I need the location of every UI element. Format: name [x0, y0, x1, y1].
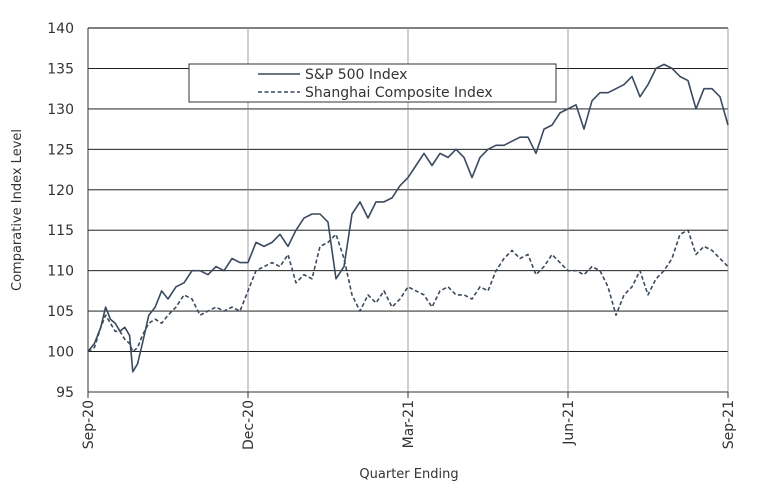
- y-axis-title: Comparative Index Level: [10, 129, 25, 291]
- x-tick-label: Dec-20: [241, 400, 257, 450]
- legend-box: [188, 63, 557, 103]
- x-tick-label: Mar-21: [401, 400, 417, 448]
- y-tick-label: 100: [47, 345, 74, 361]
- axes: 95 100 105 110 115 120 125 130 135 140 Sep-20 Dec-2…: [47, 21, 737, 450]
- x-tick-label: Sep-20: [81, 400, 97, 449]
- y-tick-label: 110: [47, 264, 74, 280]
- x-tick-label: Sep-21: [721, 400, 737, 449]
- y-tick-label: 115: [47, 223, 74, 239]
- y-tick-label: 135: [47, 61, 74, 77]
- y-tick-label: 120: [47, 183, 74, 199]
- x-axis-title: Quarter Ending: [359, 467, 458, 482]
- series-line-shanghai: [87, 229, 729, 353]
- legend-label-shanghai: Shanghai Composite Index: [305, 85, 493, 101]
- y-tick-label: 140: [47, 21, 74, 37]
- x-tick-label: Jun-21: [561, 400, 577, 446]
- series-layer: [87, 63, 729, 373]
- legend: S&P 500 Index Shanghai Composite Index: [188, 63, 557, 103]
- y-tick-label: 95: [56, 385, 74, 401]
- y-tick-label: 130: [47, 102, 74, 118]
- y-tick-label: 125: [47, 142, 74, 158]
- legend-label-sp500: S&P 500 Index: [305, 67, 407, 83]
- series-line-sp500: [87, 63, 729, 373]
- y-tick-label: 105: [47, 304, 74, 320]
